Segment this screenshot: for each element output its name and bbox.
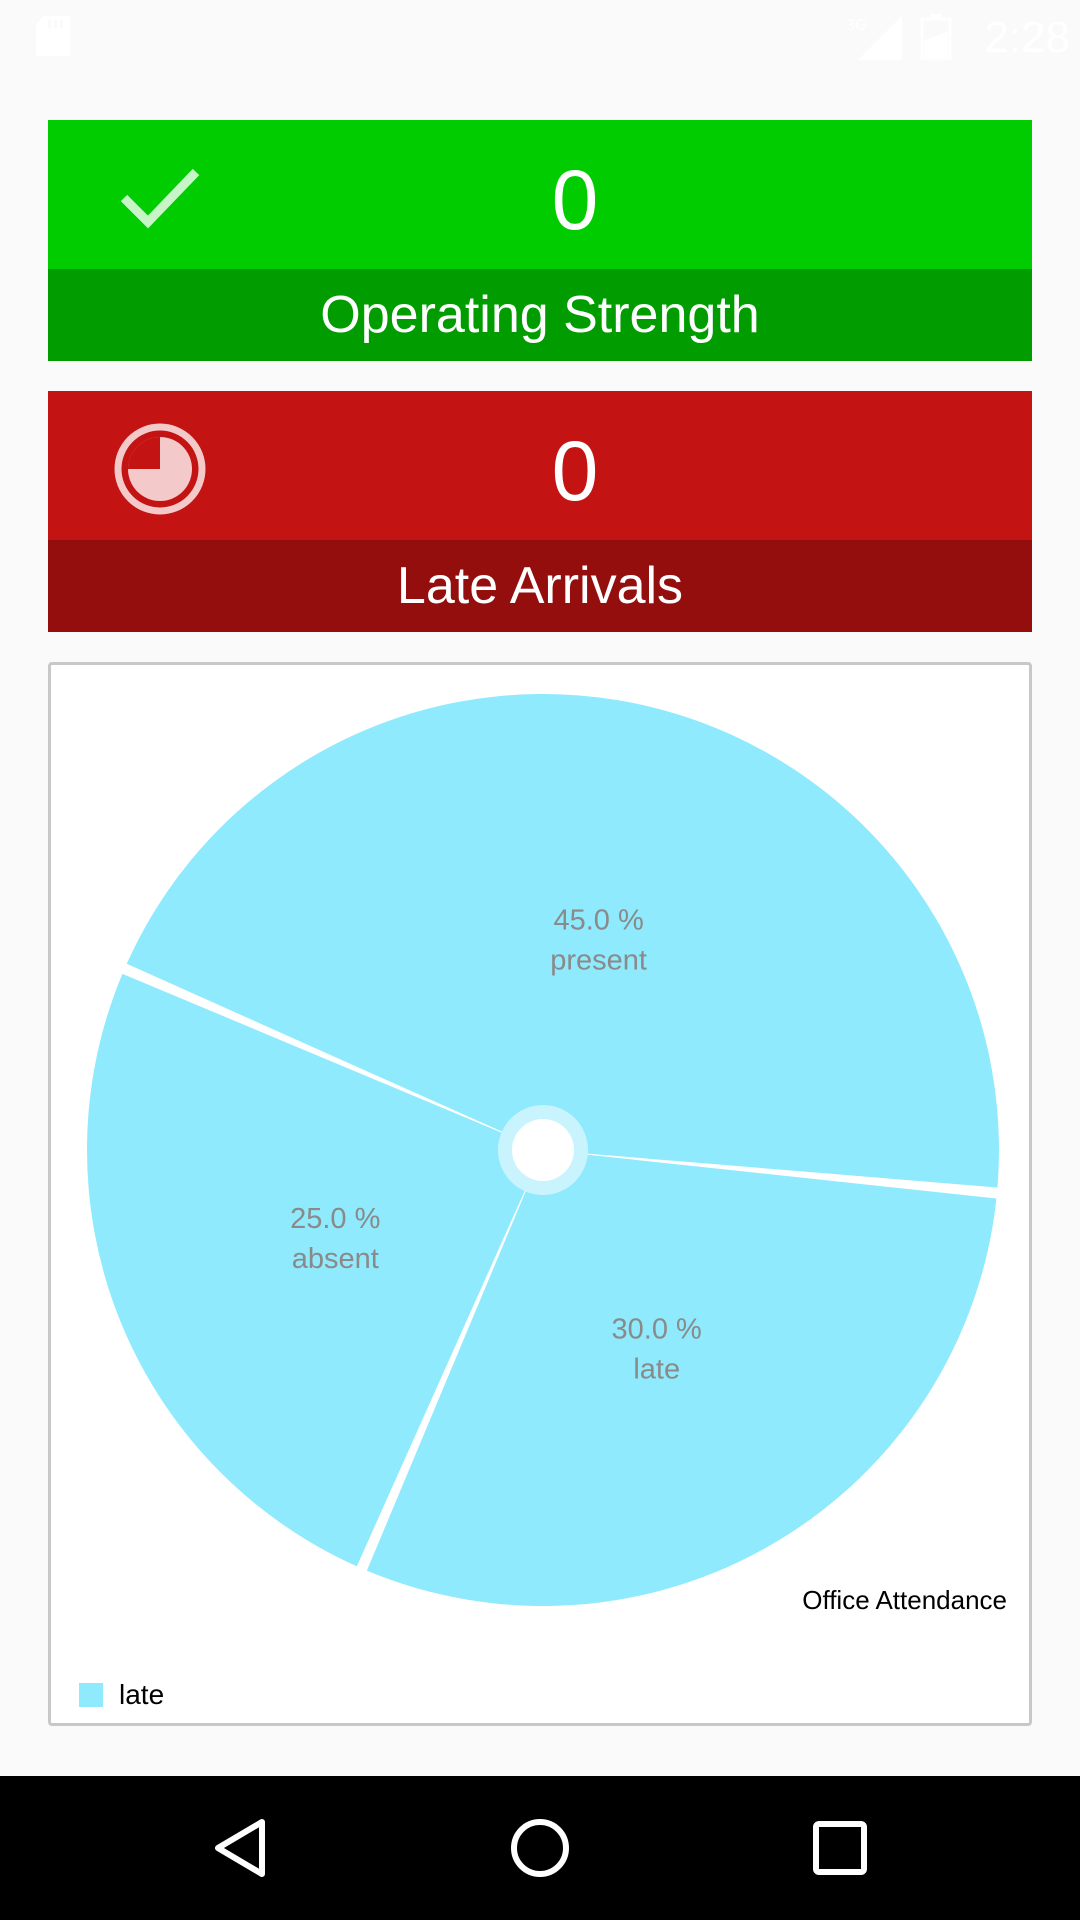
status-bar: 3G 2:28 bbox=[0, 0, 1080, 75]
back-icon[interactable] bbox=[204, 1812, 276, 1884]
operating-strength-value: 0 bbox=[551, 153, 599, 247]
operating-strength-label: Operating Strength bbox=[48, 269, 1032, 361]
late-arrivals-value: 0 bbox=[551, 424, 599, 518]
signal-icon: 3G bbox=[846, 16, 902, 60]
late-arrivals-header: 0 bbox=[48, 391, 1032, 540]
chart-description: Office Attendance bbox=[802, 1585, 1007, 1615]
slice-category-label: late bbox=[633, 1353, 680, 1385]
attendance-pie-chart[interactable]: 45.0 % present 30.0 % late 25.0 % absent bbox=[51, 665, 1029, 1723]
recents-icon[interactable] bbox=[804, 1812, 876, 1884]
late-arrivals-label: Late Arrivals bbox=[48, 540, 1032, 632]
clock-pie-icon bbox=[114, 423, 206, 515]
pie-slice-late[interactable] bbox=[366, 1150, 997, 1606]
status-clock: 2:28 bbox=[984, 13, 1070, 62]
legend-swatch bbox=[79, 1683, 103, 1707]
home-icon[interactable] bbox=[504, 1812, 576, 1884]
operating-strength-card[interactable]: 0 Operating Strength bbox=[48, 120, 1032, 361]
pie-slice-present[interactable] bbox=[126, 693, 1000, 1188]
pie-hole bbox=[512, 1119, 574, 1181]
svg-text:3G: 3G bbox=[846, 17, 867, 34]
battery-icon bbox=[920, 14, 952, 60]
pie-slice-absent[interactable] bbox=[86, 973, 544, 1567]
navigation-bar bbox=[0, 1776, 1080, 1920]
slice-value-label: 25.0 % bbox=[290, 1203, 380, 1235]
checkmark-icon bbox=[120, 168, 200, 229]
slice-category-label: present bbox=[550, 945, 647, 977]
late-arrivals-card[interactable]: 0 Late Arrivals bbox=[48, 391, 1032, 632]
sd-card-icon bbox=[36, 16, 70, 56]
operating-strength-header: 0 bbox=[48, 120, 1032, 269]
slice-value-label: 45.0 % bbox=[553, 905, 643, 937]
attendance-chart-card[interactable]: 45.0 % present 30.0 % late 25.0 % absent Offi… bbox=[48, 662, 1032, 1726]
slice-value-label: 30.0 % bbox=[612, 1313, 702, 1345]
legend-label: late bbox=[119, 1679, 165, 1710]
slice-category-label: absent bbox=[292, 1243, 379, 1275]
